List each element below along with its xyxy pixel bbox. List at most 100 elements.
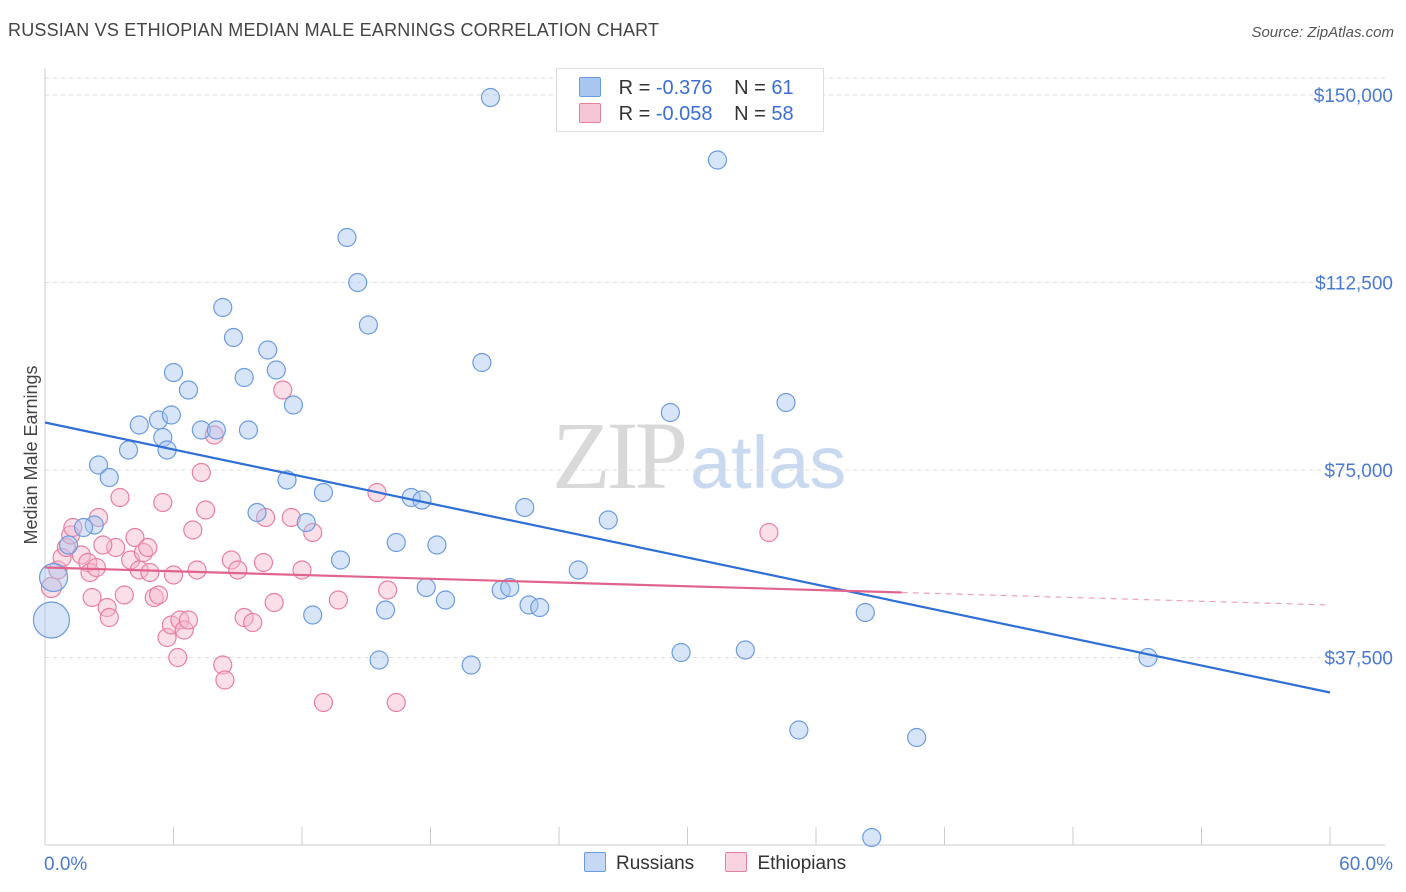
russians-point <box>118 440 139 460</box>
ethiopians-point <box>215 670 235 690</box>
russians-point <box>206 420 226 440</box>
russians-point <box>598 510 618 530</box>
chart-source: Source: ZipAtlas.com <box>1251 24 1394 41</box>
ethiopians-point <box>273 380 293 400</box>
russians-point <box>337 227 357 248</box>
russians-point <box>266 360 286 380</box>
legend-n-value-russians: 61 <box>771 77 794 99</box>
ethiopians-point <box>178 610 199 630</box>
russians-point <box>32 601 71 639</box>
russians-point <box>855 602 875 623</box>
russians-point <box>258 340 278 360</box>
legend-r-label: R = <box>618 103 656 125</box>
ethiopians-point <box>48 560 68 580</box>
legend-n-label: N = <box>734 103 772 125</box>
russians-point <box>213 297 233 318</box>
russians-point <box>789 720 809 740</box>
y-axis-label: Median Male Earnings <box>21 365 41 544</box>
russians-point <box>348 272 368 293</box>
russians-point <box>707 150 728 170</box>
russians-point <box>99 467 119 488</box>
x-tick-label: 60.0% <box>1339 854 1393 875</box>
russians-point <box>427 535 447 555</box>
russians-point <box>907 727 927 748</box>
ethiopians-point <box>187 560 207 580</box>
russians-point <box>515 497 535 518</box>
legend-item-russians[interactable]: Russians <box>584 852 694 875</box>
russians-point <box>472 352 492 373</box>
legend-n-value-ethiopians: 58 <box>771 103 794 125</box>
russians-point <box>660 402 680 423</box>
ethiopians-point <box>82 587 102 608</box>
russians-point <box>178 380 199 400</box>
ethiopians-point <box>303 522 323 543</box>
ethiopians-point <box>759 522 779 543</box>
tick-labels: $37,500 $75,000 $112,500 $150,000 0.0% 60.0% <box>44 86 1393 875</box>
russians-point <box>358 315 378 335</box>
ethiopians-point <box>71 545 92 565</box>
russians-point <box>530 597 550 618</box>
russians-point <box>238 420 259 440</box>
ethiopians-point <box>138 537 158 558</box>
russians-point <box>671 642 691 663</box>
y-tick-label: $75,000 <box>1324 461 1393 482</box>
ethiopians-point <box>221 550 241 570</box>
russians-point <box>129 415 149 435</box>
russians-point <box>223 327 244 348</box>
legend-item-ethiopians[interactable]: Ethiopians <box>725 852 846 875</box>
ethiopians-point <box>114 585 134 605</box>
y-tick-label: $150,000 <box>1314 86 1393 107</box>
russians-point <box>303 605 323 625</box>
russians-point <box>161 405 181 425</box>
russians-point <box>163 362 184 383</box>
russians-point <box>313 482 334 503</box>
ethiopians-point <box>110 487 130 508</box>
russians-point <box>73 517 94 538</box>
ethiopians-point <box>163 565 184 585</box>
ethiopians-point <box>213 655 233 675</box>
legend-label-russians: Russians <box>616 853 695 874</box>
ethiopians-point <box>183 520 203 540</box>
russians-swatch <box>579 77 601 97</box>
russians-point <box>480 87 501 108</box>
ethiopians-point <box>99 607 119 628</box>
ethiopians-point <box>168 647 188 668</box>
russians-point <box>375 600 396 620</box>
ethiopians-point <box>328 590 349 610</box>
legend-n-label: N = <box>734 77 772 99</box>
russians-point <box>386 532 406 553</box>
legend-row-ethiopians: R = -0.058 N = 58 <box>579 103 794 129</box>
legend-label-ethiopians: Ethiopians <box>757 853 847 874</box>
ethiopians-point <box>174 620 194 640</box>
russians-point <box>568 560 588 580</box>
legend-row-russians: R = -0.376 N = 61 <box>579 77 794 103</box>
ethiopians-point <box>140 562 160 583</box>
russians-points <box>32 87 1158 848</box>
russians-point <box>435 590 456 610</box>
ethiopians-point <box>386 692 406 713</box>
series-legend: Russians Ethiopians <box>584 852 872 875</box>
russians-point <box>500 577 520 598</box>
ethiopians-trend-extension <box>901 591 1331 606</box>
russians-trend-line <box>44 421 1331 694</box>
ethiopians-swatch <box>579 103 601 123</box>
russians-legend-swatch <box>584 852 606 872</box>
russians-point <box>1138 647 1158 668</box>
russians-point <box>38 562 69 593</box>
correlation-legend: R = -0.376 N = 61 R = -0.058 N = 58 <box>556 68 824 132</box>
russians-point <box>461 655 481 675</box>
x-tick-label: 0.0% <box>44 854 87 875</box>
ethiopians-point <box>253 552 274 573</box>
russians-point <box>296 512 316 533</box>
y-tick-label: $37,500 <box>1324 649 1393 670</box>
ethiopians-points <box>40 380 779 713</box>
ethiopians-point <box>264 592 284 613</box>
ethiopians-point <box>93 535 113 555</box>
ethiopians-legend-swatch <box>725 852 748 872</box>
russians-point <box>330 550 351 570</box>
russians-point <box>58 535 79 555</box>
ethiopians-point <box>378 580 398 600</box>
russians-point <box>191 420 211 440</box>
trend-lines <box>44 421 1331 694</box>
